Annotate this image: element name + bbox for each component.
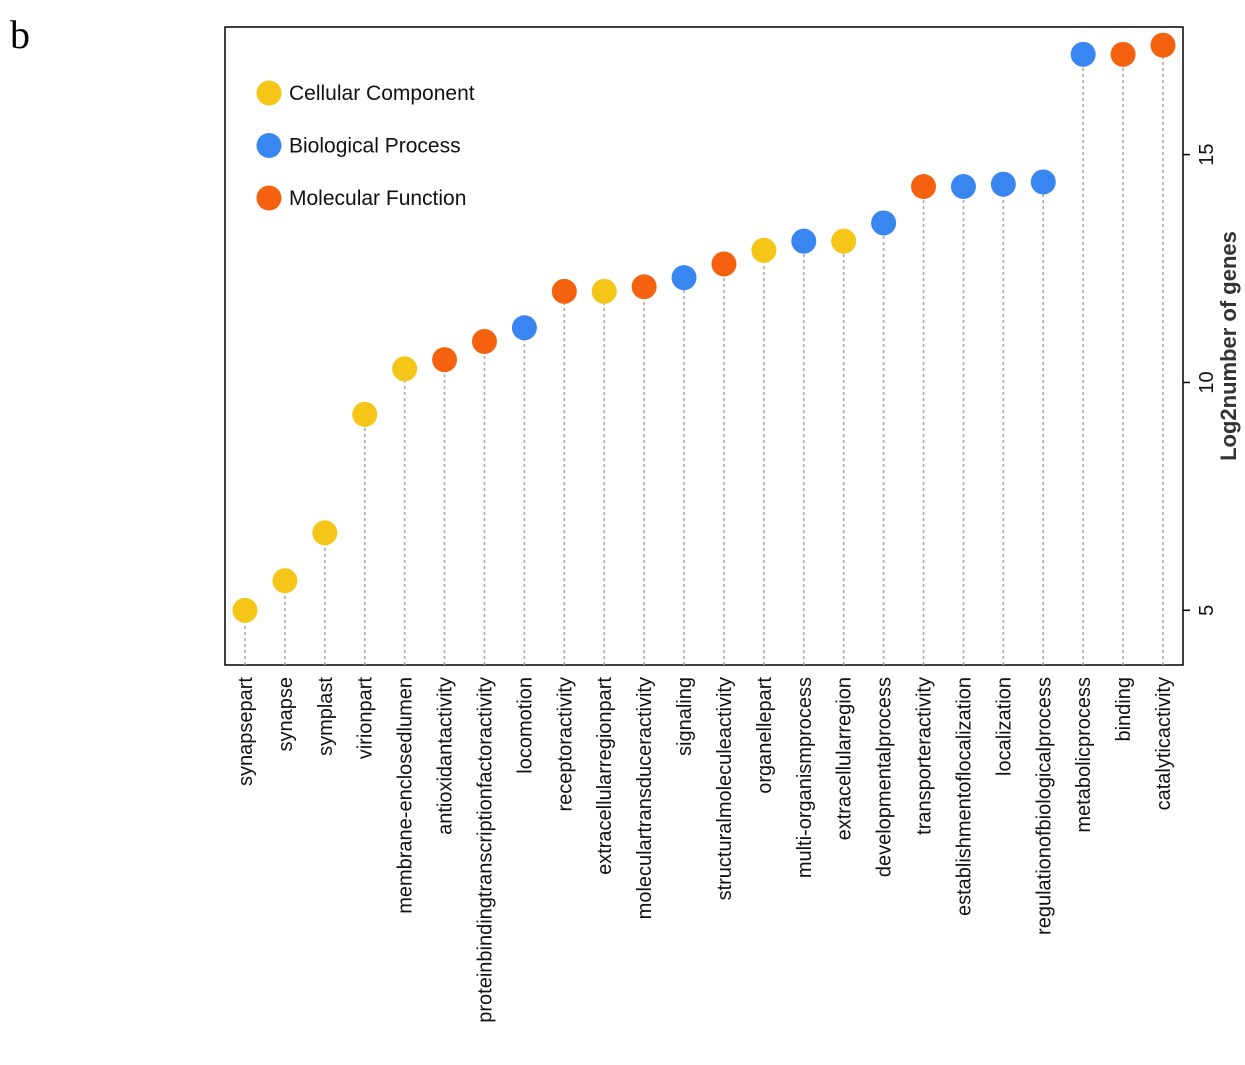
x-tick-label: locomotion <box>514 677 536 774</box>
x-tick-label: moleculartransduceractivity <box>634 677 656 919</box>
point-moleculartransduceractivity <box>631 274 657 300</box>
x-tick-label: extracellularregionpart <box>594 677 616 875</box>
y-tick-label: 15 <box>1196 143 1218 165</box>
x-tick-label: synapsepart <box>235 677 257 786</box>
x-tick-label: antioxidantactivity <box>435 677 457 835</box>
point-metabolicprocess <box>1070 41 1096 67</box>
point-symplast <box>312 520 338 546</box>
x-tick-label: metabolicprocess <box>1073 677 1095 833</box>
point-signaling <box>671 265 697 291</box>
x-tick-label: localization <box>993 677 1015 776</box>
x-tick-label: multi-organismprocess <box>794 677 816 878</box>
point-transporteractivity <box>911 174 937 199</box>
point-virionpart <box>352 401 378 427</box>
legend: Cellular Component Biological Process Mole… <box>256 80 475 211</box>
point-extracellularregionpart <box>591 278 617 304</box>
point-receptoractivity <box>551 278 577 304</box>
x-tick-label: synapse <box>275 677 297 752</box>
x-tick-label: catalyticactivity <box>1153 677 1175 810</box>
point-establishmentoflocalization <box>950 174 976 199</box>
x-tick-label: symplast <box>315 677 337 756</box>
point-localization <box>990 171 1016 197</box>
x-axis-labels: synapsepart synapse symplast virionpart memb… <box>235 677 1175 1023</box>
point-proteinbindingtranscriptionfactoractivity <box>471 328 497 354</box>
x-tick-label: binding <box>1113 677 1135 742</box>
legend-label-biological-process: Biological Process <box>289 135 461 158</box>
point-locomotion <box>511 315 537 341</box>
point-antioxidantactivity <box>432 347 458 373</box>
point-structuralmoleculeactivity <box>711 251 737 277</box>
x-tick-label: proteinbindingtranscriptionfactoractivit… <box>474 677 496 1023</box>
point-catalyticactivity <box>1150 32 1176 58</box>
y-axis-title: Log2number of genes <box>1216 231 1241 461</box>
x-tick-label: developmentalprocess <box>874 677 896 877</box>
stems-layer <box>244 45 1164 665</box>
legend-marker-biological-process <box>256 133 282 158</box>
point-organellepart <box>751 237 777 263</box>
x-tick-label: structuralmoleculeactivity <box>714 677 736 900</box>
x-tick-label: receptoractivity <box>554 677 576 812</box>
legend-label-molecular-function: Molecular Function <box>289 187 466 210</box>
x-tick-label: membrane-enclosedlumen <box>395 677 417 914</box>
x-tick-label: virionpart <box>355 677 377 760</box>
point-synapsepart <box>232 597 258 623</box>
legend-marker-molecular-function <box>256 185 282 211</box>
x-tick-label: extracellularregion <box>834 677 856 840</box>
panel-letter: b <box>10 12 30 57</box>
point-membrane-enclosedlumen <box>392 356 418 382</box>
legend-marker-cellular-component <box>256 80 282 106</box>
x-tick-label: establishmentoflocalization <box>953 677 975 916</box>
point-extracellularregion <box>831 228 857 254</box>
x-tick-label: organellepart <box>754 677 776 794</box>
point-developmentalprocess <box>871 210 897 236</box>
y-tick-label: 5 <box>1196 605 1218 616</box>
x-tick-label: regulationofbiologicalprocess <box>1033 677 1055 935</box>
point-regulationofbiologicalprocess <box>1030 169 1056 195</box>
y-tick-label: 10 <box>1196 371 1218 393</box>
point-synapse <box>272 568 298 594</box>
point-multi-organismprocess <box>791 228 817 254</box>
point-binding <box>1110 41 1136 67</box>
x-tick-label: transporteractivity <box>914 677 936 835</box>
y-axis: 5 10 15 <box>1183 143 1218 616</box>
points-layer <box>232 32 1176 623</box>
legend-label-cellular-component: Cellular Component <box>289 82 475 105</box>
x-tick-label: signaling <box>674 677 696 756</box>
plot-frame <box>224 26 1184 666</box>
